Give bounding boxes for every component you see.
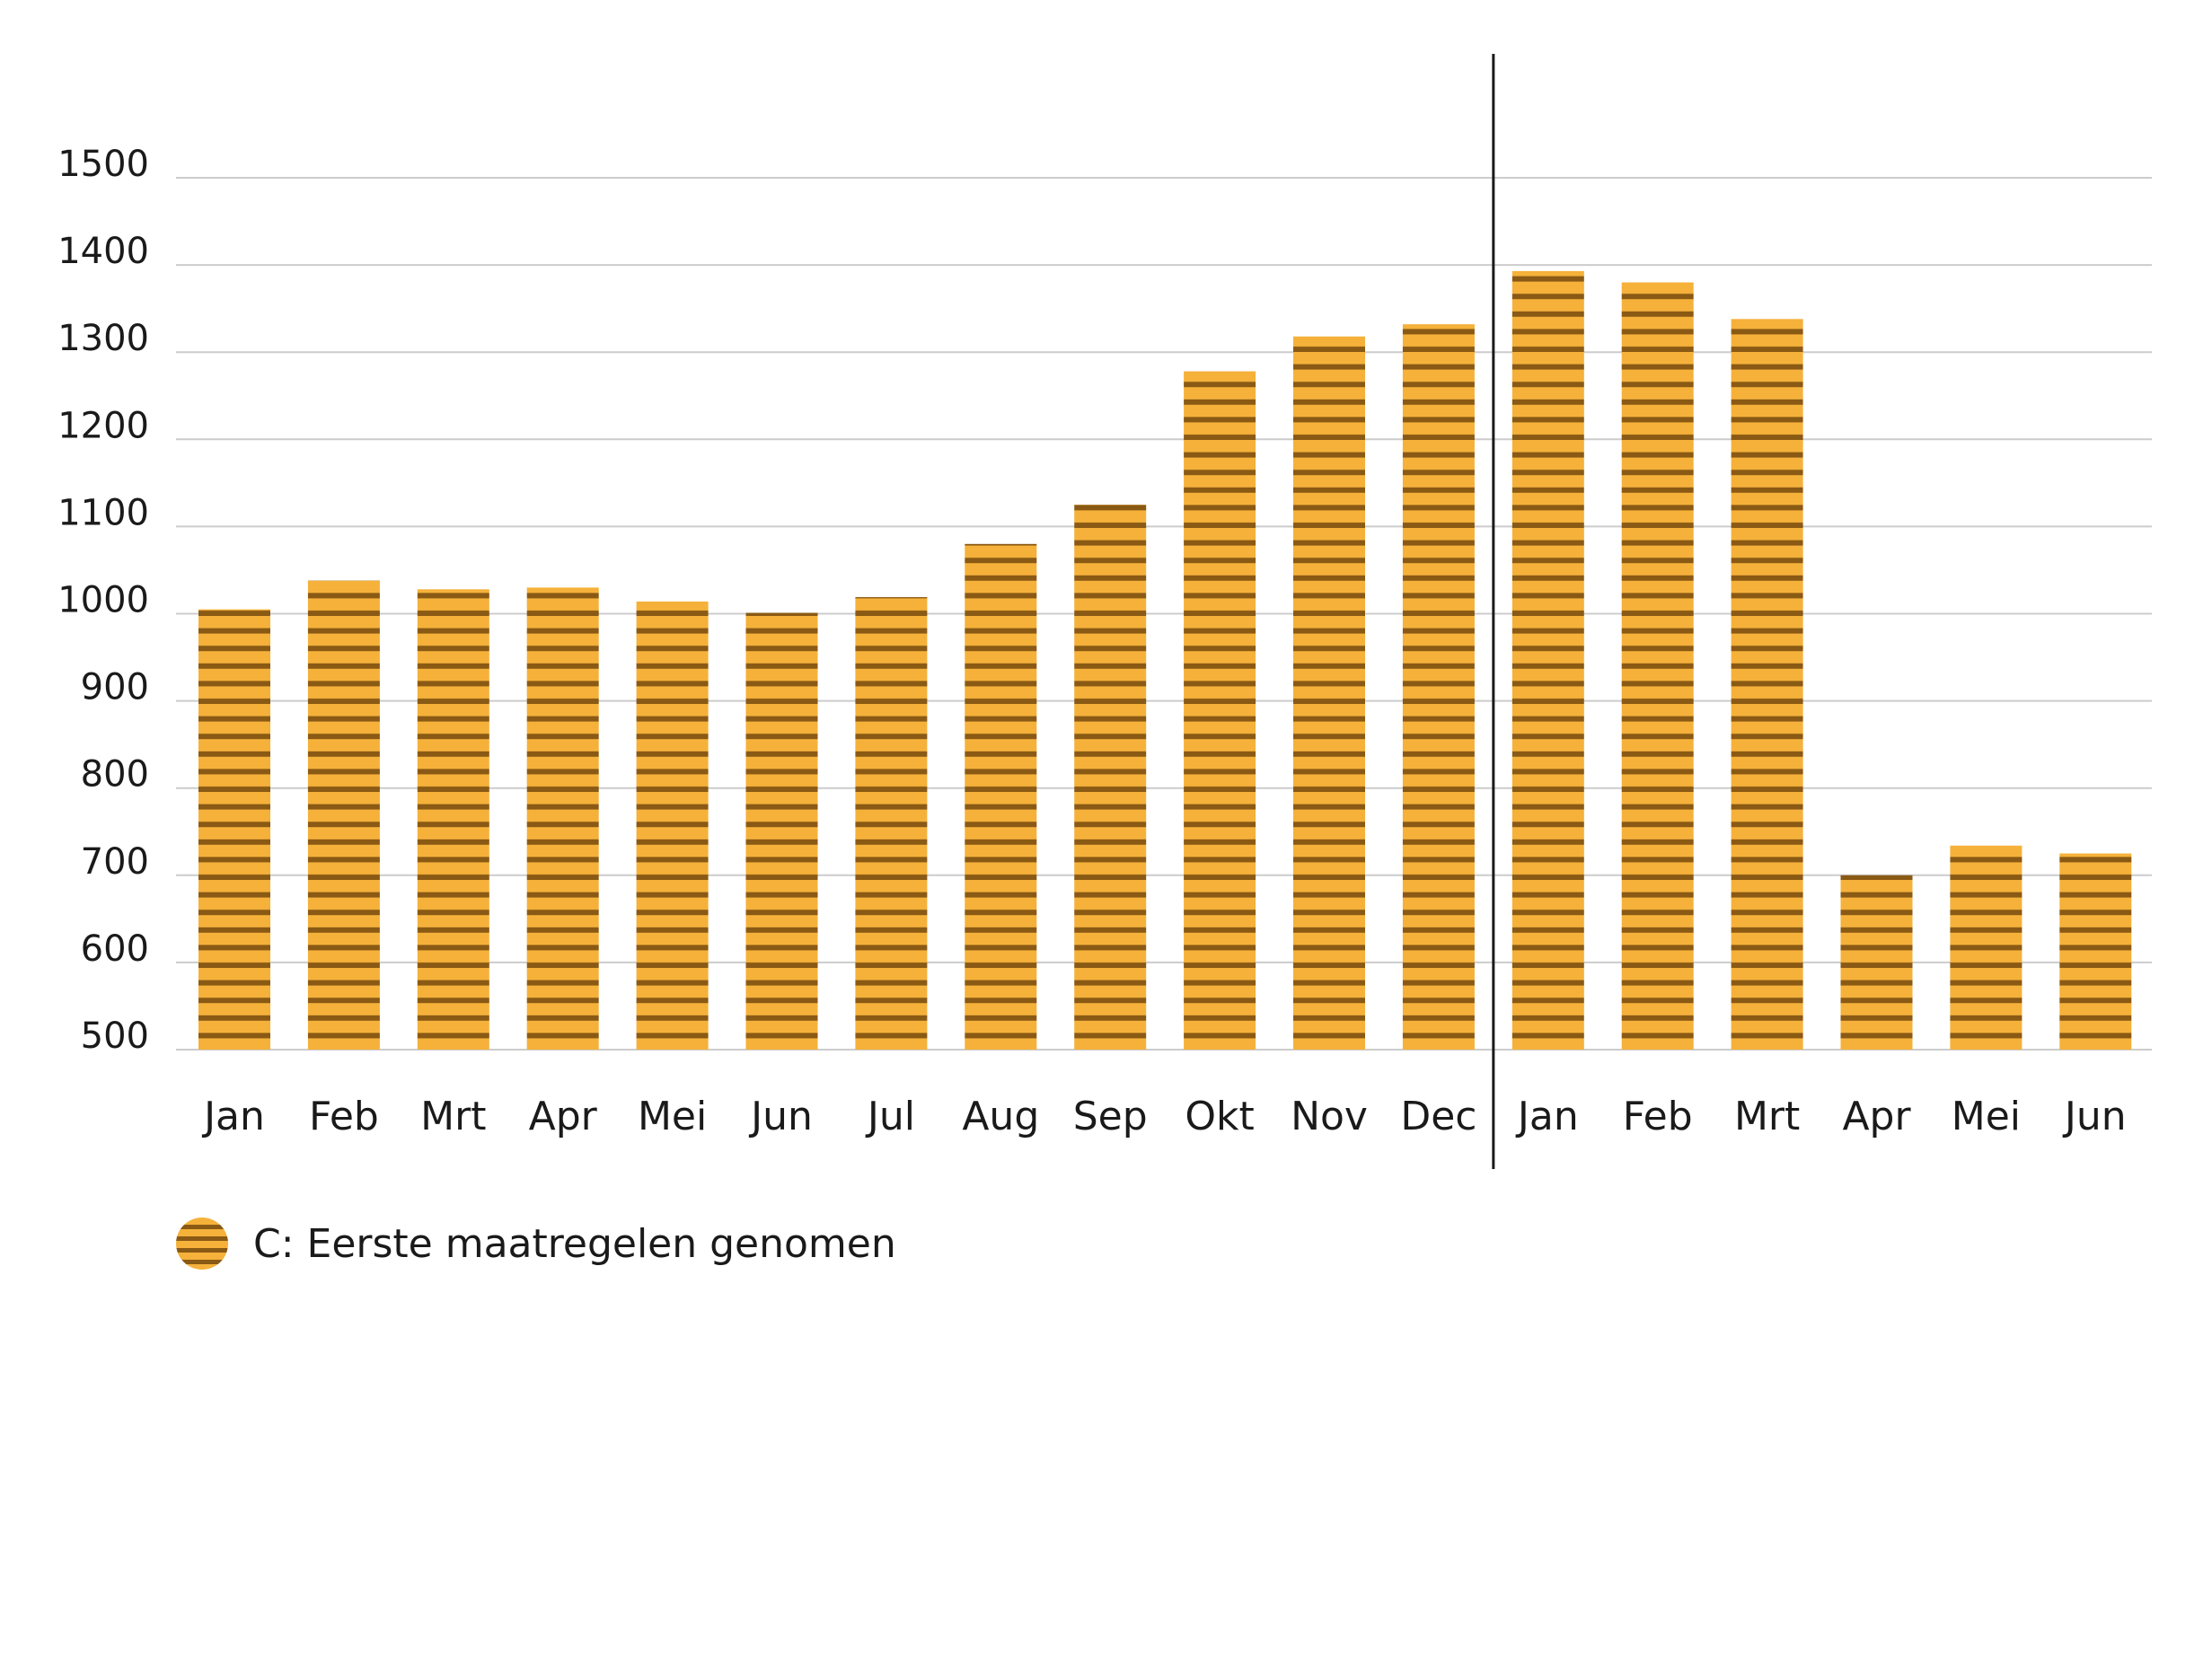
y-tick-label: 900 <box>81 667 149 708</box>
bar-jun-17 <box>2059 853 2132 1050</box>
bar-mei-4 <box>636 601 709 1050</box>
x-tick-label: Feb <box>309 1094 379 1139</box>
legend-swatch-icon <box>176 1218 228 1270</box>
bar-jan-0 <box>198 609 270 1050</box>
bar-okt-9 <box>1184 371 1256 1050</box>
x-tick-label: Jan <box>1515 1094 1579 1139</box>
x-axis-labels: Jan Feb Mrt Apr Mei Jun Jul Aug Sep Okt Nov Dec Jan F… <box>201 1094 2127 1139</box>
bar-apr-15 <box>1840 875 1913 1050</box>
y-tick-label: 500 <box>81 1016 149 1057</box>
y-tick-label: 1100 <box>57 492 149 533</box>
bars <box>198 270 2132 1051</box>
y-tick-label: 1400 <box>57 231 149 272</box>
x-tick-label: Mei <box>1952 1094 2021 1139</box>
y-axis-ticks: 500 600 700 800 900 1000 1100 1200 1300 1400 1500 <box>57 144 149 1057</box>
x-tick-label: Okt <box>1185 1094 1254 1139</box>
x-tick-label: Jan <box>201 1094 265 1139</box>
bar-jan-12 <box>1511 270 1584 1051</box>
x-tick-label: Nov <box>1291 1094 1368 1139</box>
y-tick-label: 1500 <box>57 144 149 185</box>
x-tick-label: Dec <box>1400 1094 1476 1139</box>
bar-aug-7 <box>965 543 1037 1050</box>
bar-jun-5 <box>745 612 818 1050</box>
y-tick-label: 1000 <box>57 580 149 621</box>
bar-mei-16 <box>1950 845 2023 1050</box>
bar-chart: 500600700800900100011001200130014001500 … <box>57 54 2152 1169</box>
legend: C: Eerste maatregelen genomen <box>176 1218 896 1270</box>
bar-sep-8 <box>1074 505 1147 1050</box>
x-tick-label: Feb <box>1623 1094 1693 1139</box>
x-tick-label: Jul <box>865 1094 915 1139</box>
bar-jul-6 <box>855 597 928 1050</box>
bar-feb-1 <box>307 580 380 1050</box>
y-tick-label: 800 <box>81 754 149 796</box>
gridlines <box>176 177 2152 1051</box>
y-tick-label: 1300 <box>57 318 149 359</box>
x-tick-label: Mrt <box>1734 1094 1800 1139</box>
bar-apr-3 <box>526 587 599 1050</box>
x-tick-label: Sep <box>1073 1094 1148 1139</box>
x-tick-label: Jun <box>748 1094 813 1139</box>
legend-label: C: Eerste maatregelen genomen <box>253 1220 896 1267</box>
x-tick-label: Mrt <box>420 1094 486 1139</box>
y-tick-label: 600 <box>81 928 149 970</box>
x-tick-label: Apr <box>529 1094 598 1139</box>
y-tick-label: 700 <box>81 841 149 883</box>
bar-dec-11 <box>1402 324 1475 1050</box>
x-tick-label: Jun <box>2062 1094 2127 1139</box>
bar-nov-10 <box>1293 336 1365 1050</box>
bar-feb-13 <box>1621 282 1694 1050</box>
y-tick-label: 1200 <box>57 405 149 446</box>
x-tick-label: Apr <box>1842 1094 1911 1139</box>
bar-mrt-14 <box>1731 319 1803 1050</box>
x-tick-label: Mei <box>638 1094 707 1139</box>
x-tick-label: Aug <box>962 1094 1039 1139</box>
bar-mrt-2 <box>417 589 489 1050</box>
